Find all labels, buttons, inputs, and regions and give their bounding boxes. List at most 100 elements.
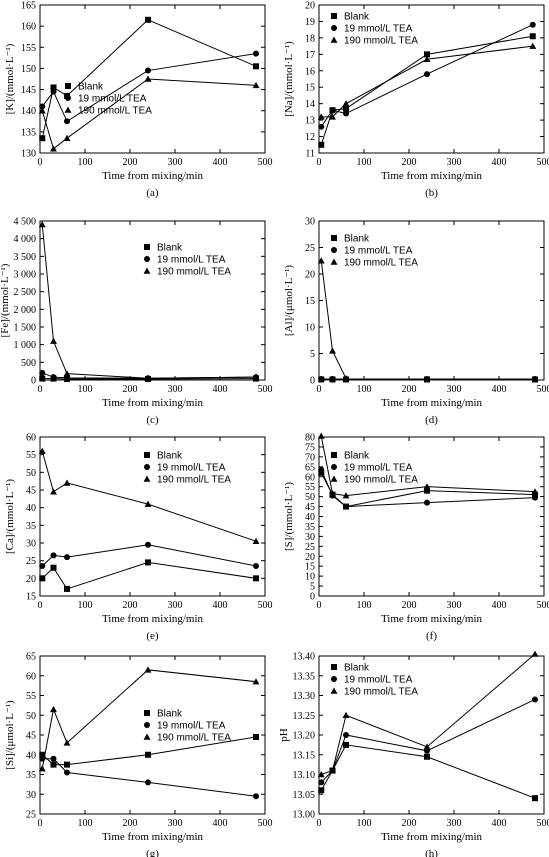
x-axis-label: Time from mixing/min (102, 170, 204, 182)
x-tick-label: 300 (168, 157, 183, 168)
y-tick-label: 165 (21, 1, 36, 12)
x-tick-label: 300 (447, 384, 462, 395)
y-tick-label: 40 (305, 512, 315, 523)
legend-marker-19-mmol-l-tea (144, 464, 150, 470)
y-tick-label: 17 (305, 50, 315, 61)
panel-label: (c) (146, 414, 159, 426)
data-point-190-mmol-l-tea (144, 75, 152, 82)
legend-marker-190-mmol-l-tea (330, 687, 338, 694)
legend-marker-blank (331, 13, 337, 19)
x-tick-label: 200 (123, 818, 138, 829)
y-tick-label: 13.35 (293, 671, 316, 682)
data-point-190-mmol-l-tea (317, 113, 325, 120)
legend-marker-190-mmol-l-tea (143, 733, 151, 740)
y-tick-label: 25 (305, 542, 315, 553)
y-tick-label: 60 (305, 472, 315, 483)
x-axis-label: Time from mixing/min (381, 397, 483, 409)
x-tick-label: 300 (168, 384, 183, 395)
data-point-190-mmol-l-tea (531, 650, 539, 657)
data-point-190-mmol-l-tea (252, 373, 260, 380)
y-tick-label: 30 (305, 217, 315, 228)
y-tick-label: 20 (26, 574, 36, 585)
x-tick-label: 200 (123, 600, 138, 611)
x-tick-label: 500 (537, 384, 549, 395)
data-point-190-mmol-l-tea (317, 432, 325, 439)
data-point-blank (39, 751, 46, 758)
data-point-190-mmol-l-tea (63, 134, 71, 141)
panel-c: 0 100 200 300 400 500 0 500 1 000 1 500 2 000 2 500… (0, 217, 273, 427)
data-point-19-mmol-l-tea (145, 779, 151, 786)
y-tick-label: 40 (26, 750, 36, 761)
y-tick-label: 145 (21, 85, 36, 96)
data-point-190-mmol-l-tea (423, 743, 431, 750)
data-point-19-mmol-l-tea (532, 494, 538, 501)
data-point-blank (64, 585, 70, 592)
data-point-19-mmol-l-tea (318, 123, 325, 130)
legend-label-19-mmol-l-tea: 19 mmol/L TEA (157, 255, 226, 266)
x-axis-label: Time from mixing/min (102, 397, 204, 409)
y-axis-label: [Al]/(μmol·L⁻¹) (283, 265, 295, 337)
data-point-blank (39, 575, 46, 582)
data-point-19-mmol-l-tea (329, 375, 336, 382)
data-point-19-mmol-l-tea (64, 118, 70, 125)
legend-label-190-mmol-l-tea: 190 mmol/L TEA (344, 36, 418, 47)
legend-label-190-mmol-l-tea: 190 mmol/L TEA (78, 106, 152, 117)
legend-marker-blank (144, 244, 150, 250)
data-point-190-mmol-l-tea (529, 42, 537, 49)
x-axis-label: Time from mixing/min (381, 613, 483, 625)
data-point-19-mmol-l-tea (529, 21, 536, 28)
data-point-19-mmol-l-tea (253, 562, 259, 569)
y-tick-label: 55 (26, 450, 36, 461)
panel-label: (h) (425, 848, 438, 857)
x-tick-label: 200 (402, 818, 417, 829)
data-point-190-mmol-l-tea (329, 113, 336, 120)
data-point-190-mmol-l-tea (342, 374, 350, 382)
data-point-190-mmol-l-tea (329, 347, 336, 354)
panel-e: 0 100 200 300 400 500 15 20 25 30 35 40 45 50 55 60 Time… (4, 433, 273, 643)
legend-marker-blank (331, 235, 337, 241)
y-tick-label: 150 (21, 64, 36, 75)
x-tick-label: 200 (123, 384, 138, 395)
data-point-19-mmol-l-tea (424, 71, 430, 78)
plot-frame (39, 220, 266, 381)
data-point-19-mmol-l-tea (50, 552, 57, 559)
data-point-blank (50, 564, 57, 571)
y-axis-label: [Na]/(mmol·L⁻¹) (283, 41, 295, 117)
data-point-blank (529, 33, 536, 40)
legend-label-190-mmol-l-tea: 190 mmol/L TEA (157, 475, 231, 486)
y-tick-label: 13.25 (293, 711, 316, 722)
x-tick-label: 100 (357, 157, 372, 168)
data-point-190-mmol-l-tea (342, 711, 350, 719)
x-tick-label: 0 (38, 384, 43, 395)
x-tick-label: 0 (317, 157, 322, 168)
panel-label: (f) (426, 630, 437, 642)
data-point-190-mmol-l-tea (38, 221, 46, 228)
legend-marker-19-mmol-l-tea (65, 95, 71, 101)
legend-label-blank: Blank (157, 451, 183, 462)
legend-label-blank: Blank (344, 12, 370, 23)
legend-marker-190-mmol-l-tea (330, 475, 338, 482)
y-tick-label: 55 (26, 691, 36, 702)
data-point-190-mmol-l-tea (531, 488, 539, 495)
data-point-190-mmol-l-tea (144, 374, 152, 381)
legend-label-190-mmol-l-tea: 190 mmol/L TEA (344, 258, 418, 269)
y-tick-label: 30 (26, 790, 36, 801)
y-tick-label: 11 (305, 149, 315, 160)
data-point-blank (50, 84, 57, 91)
y-tick-label: 15 (26, 592, 36, 603)
series-line-blank (41, 561, 257, 590)
data-point-19-mmol-l-tea (64, 769, 70, 776)
legend-marker-blank (331, 664, 337, 670)
legend-marker-blank (65, 83, 71, 89)
panel-label: (d) (425, 414, 438, 426)
legend-label-19-mmol-l-tea: 19 mmol/L TEA (344, 246, 413, 257)
data-point-19-mmol-l-tea (39, 369, 46, 376)
data-point-blank (424, 51, 430, 58)
data-point-19-mmol-l-tea (532, 696, 538, 703)
y-axis-label: [K]/(mmol·L⁻¹) (4, 43, 16, 114)
data-point-19-mmol-l-tea (145, 541, 151, 548)
data-point-190-mmol-l-tea (63, 479, 71, 486)
